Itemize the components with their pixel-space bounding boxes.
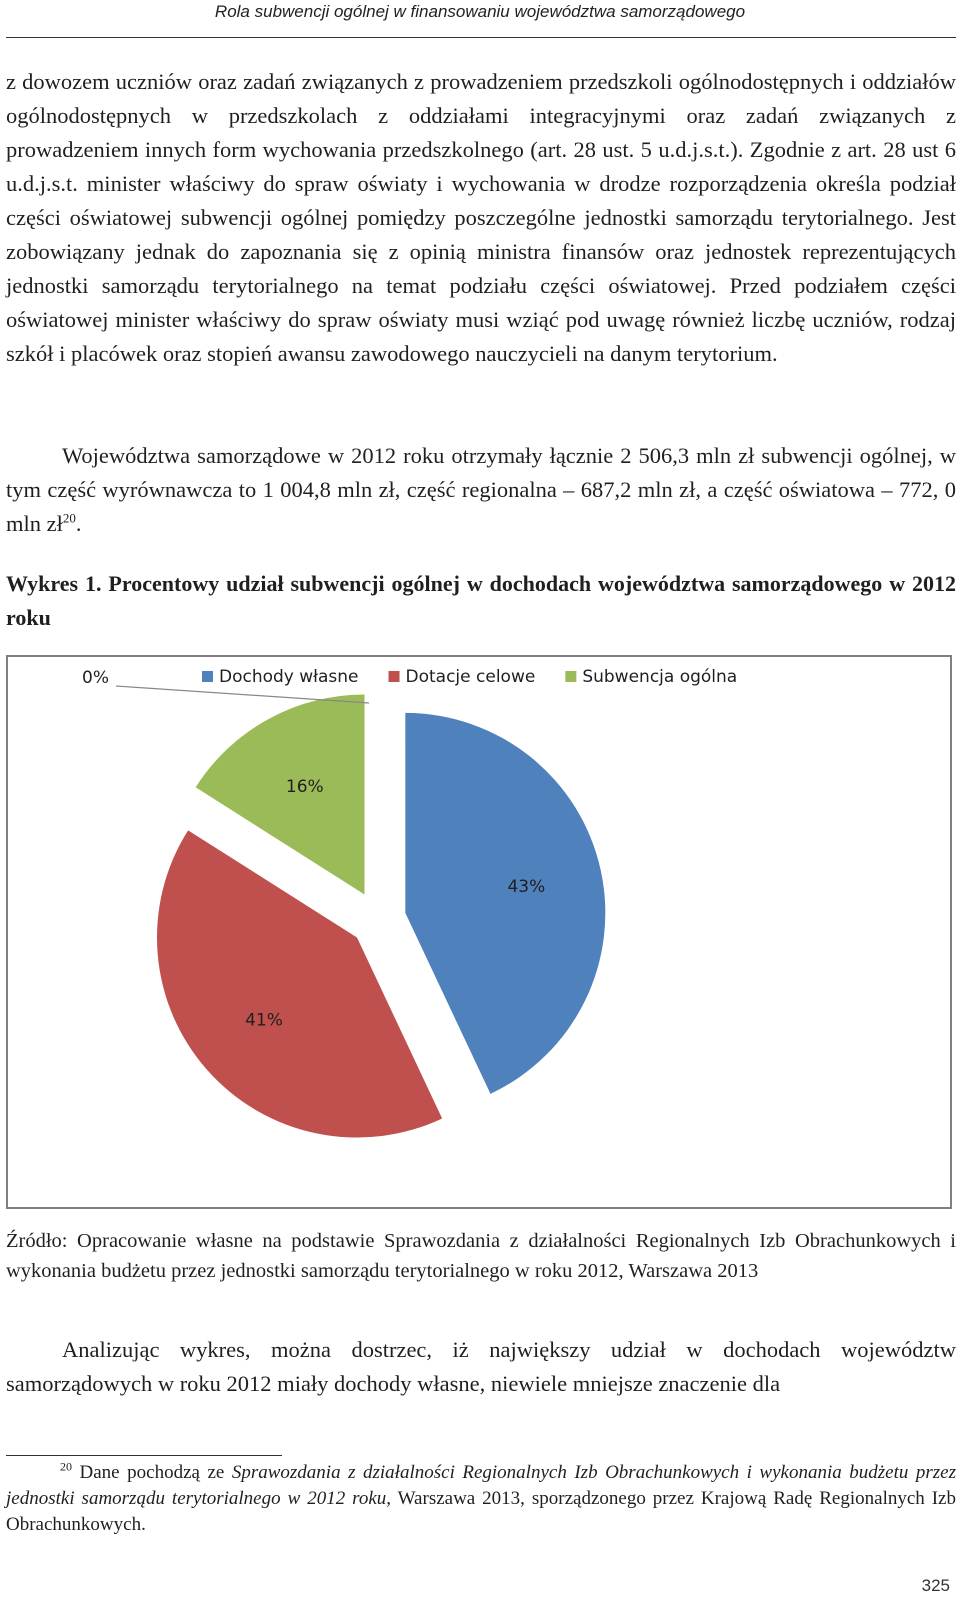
pie-slice-0 bbox=[405, 712, 606, 1094]
footnote-20: 20 Dane pochodzą ze Sprawozdania z dział… bbox=[6, 1460, 956, 1538]
paragraph-3: Analizując wykres, można dostrzec, iż na… bbox=[6, 1337, 956, 1396]
figure-source: Źródło: Opracowanie własne na podstawie … bbox=[6, 1230, 956, 1282]
page-number: 325 bbox=[921, 1576, 950, 1595]
pie-chart-frame: Dochody własne Dotacje celowe Subwencja og… bbox=[6, 655, 952, 1209]
paragraph-2-text: Województwa samorządowe w 2012 roku otrz… bbox=[6, 443, 956, 536]
legend-swatch-0 bbox=[202, 671, 213, 682]
legend-swatch-2 bbox=[565, 671, 577, 682]
zero-percent-label: 0% bbox=[82, 668, 109, 688]
zero-label-leader-line bbox=[115, 685, 370, 704]
legend-swatch-1 bbox=[388, 671, 400, 682]
pie-slice-label-0: 43% bbox=[507, 877, 545, 897]
footnote-italic-title: Sprawozdania z działalności Regionalnych… bbox=[6, 1462, 956, 1509]
paragraph-2-end: . bbox=[75, 511, 82, 536]
pie-slice-label-2: 16% bbox=[286, 777, 324, 797]
pie-slices bbox=[156, 694, 606, 1138]
running-title: Rola subwencji ogólnej w finansowaniu wo… bbox=[214, 2, 746, 21]
chart-legend: Dochody własne Dotacje celowe Subwencja og… bbox=[202, 667, 737, 687]
legend-label-0: Dochody własne bbox=[219, 667, 359, 687]
paragraph-1: z dowozem uczniów oraz zadań związanych … bbox=[6, 69, 956, 366]
figure-caption: Wykres 1. Procentowy udział subwencji og… bbox=[6, 571, 956, 630]
footnote-ref-20[interactable]: 20 bbox=[62, 510, 76, 526]
pie-slice-1 bbox=[156, 830, 443, 1138]
footnote-number: 20 bbox=[60, 1459, 72, 1474]
pie-slice-2 bbox=[195, 694, 365, 895]
footnote-text-after: , Warszawa 2013, sporządzonego przez Kra… bbox=[6, 1488, 956, 1535]
header-rule bbox=[6, 37, 956, 38]
legend-label-2: Subwencja ogólna bbox=[582, 667, 737, 687]
footnote-rule bbox=[6, 1455, 282, 1456]
pie-slice-label-1: 41% bbox=[245, 1011, 283, 1031]
footnote-text-before: Dane pochodzą ze bbox=[79, 1462, 232, 1483]
paragraph-2: Województwa samorządowe w 2012 roku otrz… bbox=[6, 439, 956, 541]
legend-label-1: Dotacje celowe bbox=[406, 667, 536, 687]
pie-chart: Dochody własne Dotacje celowe Subwencja og… bbox=[82, 667, 737, 1138]
pie-labels: 43% 41% 16% bbox=[245, 777, 545, 1031]
